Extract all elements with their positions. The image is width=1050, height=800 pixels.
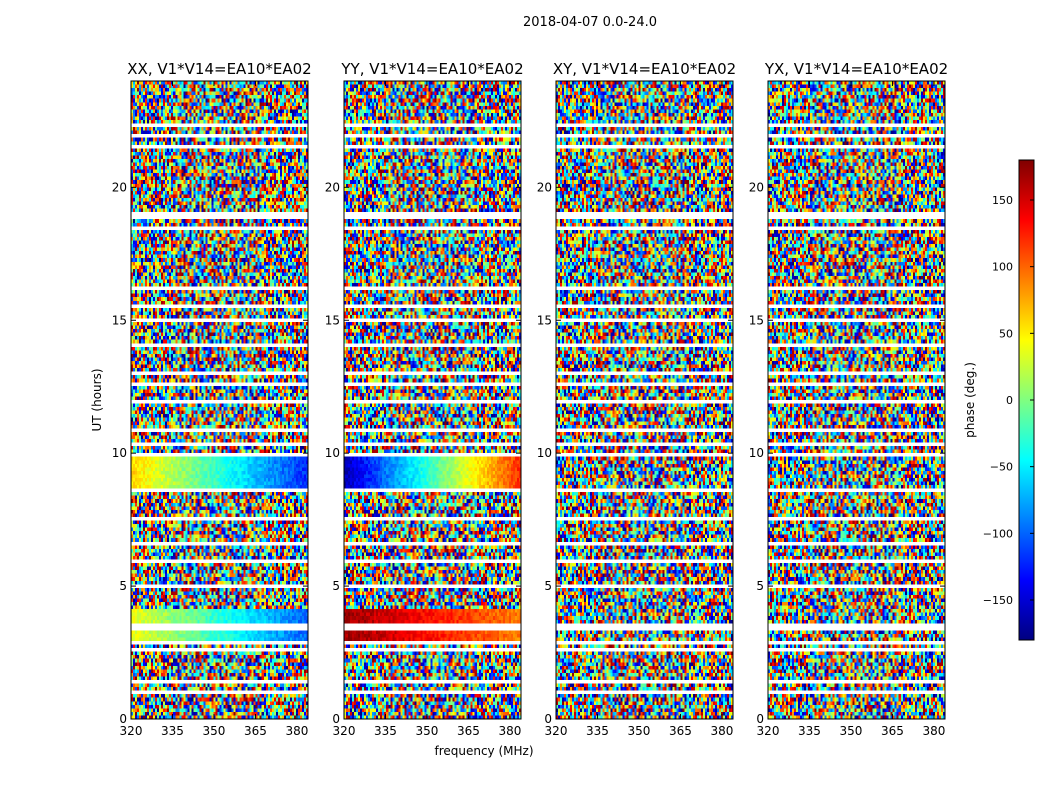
y-tick-label: 15 (325, 313, 340, 327)
axes-frame (555, 80, 734, 720)
x-tick-label: 365 (457, 724, 480, 738)
y-tick-label: 15 (112, 313, 127, 327)
x-tick-label: 380 (710, 724, 733, 738)
colorbar: 150 100 50 0 −50 −100 −150 phase (deg.) (963, 159, 1035, 641)
y-tick-label: 10 (112, 446, 127, 460)
heatmap-image (768, 81, 945, 719)
x-tick-label: 350 (840, 724, 863, 738)
x-tick-label: 350 (416, 724, 439, 738)
y-tick-label: 20 (325, 180, 340, 194)
axes-frame (343, 80, 522, 720)
heatmap-image (131, 81, 308, 719)
x-tick-label: 320 (333, 724, 356, 738)
y-tick-label: 0 (332, 712, 340, 726)
x-tick-label: 320 (545, 724, 568, 738)
x-tick-label: 365 (881, 724, 904, 738)
x-tick-label: 365 (669, 724, 692, 738)
x-tick-label: 320 (757, 724, 780, 738)
panel-title: XY, V1*V14=EA10*EA02 (553, 60, 736, 78)
panel-title: YY, V1*V14=EA10*EA02 (340, 60, 523, 78)
y-tick-label: 5 (756, 579, 764, 593)
x-tick-label: 380 (498, 724, 521, 738)
figure-title: 2018-04-07 0.0-24.0 (523, 15, 657, 30)
y-tick-label: 0 (544, 712, 552, 726)
colorbar-tick-label: 50 (999, 327, 1013, 340)
x-tick-label: 380 (922, 724, 945, 738)
y-tick-label: 0 (756, 712, 764, 726)
colorbar-label: phase (deg.) (963, 362, 977, 438)
y-tick-label: 5 (332, 579, 340, 593)
y-tick-label: 20 (749, 180, 764, 194)
y-tick-label: 5 (544, 579, 552, 593)
panel-2: XY, V1*V14=EA10*EA02 320 335 350 365 380 0 5 10 1… (537, 60, 736, 738)
x-tick-label: 335 (586, 724, 609, 738)
x-tick-label: 380 (285, 724, 308, 738)
panel-title: YX, V1*V14=EA10*EA02 (764, 60, 948, 78)
colorbar-tick-label: 0 (1006, 394, 1013, 407)
x-tick-label: 320 (120, 724, 143, 738)
x-tick-label: 365 (244, 724, 267, 738)
colorbar-tick-label: −50 (990, 461, 1013, 474)
y-tick-label: 10 (537, 446, 552, 460)
axes-frame (767, 80, 946, 720)
y-axis-label: UT (hours) (90, 368, 104, 431)
panels-group: XX, V1*V14=EA10*EA02 320 335 350 365 380 0 5 10 1… (90, 60, 948, 758)
panel-0: XX, V1*V14=EA10*EA02 320 335 350 365 380 0 5 10 1… (90, 60, 312, 738)
y-tick-label: 20 (537, 180, 552, 194)
y-tick-label: 15 (537, 313, 552, 327)
heatmap-image (556, 81, 733, 719)
x-tick-label: 335 (798, 724, 821, 738)
y-tick-label: 0 (119, 712, 127, 726)
y-tick-label: 20 (112, 180, 127, 194)
panel-3: YX, V1*V14=EA10*EA02 320 335 350 365 380 0 5 10 1… (749, 60, 948, 738)
panel-1: YY, V1*V14=EA10*EA02 320 335 350 365 380 0 5 10 1… (325, 60, 534, 758)
x-tick-label: 350 (628, 724, 651, 738)
x-tick-label: 335 (161, 724, 184, 738)
y-tick-label: 15 (749, 313, 764, 327)
panel-title: XX, V1*V14=EA10*EA02 (127, 60, 311, 78)
y-tick-label: 10 (325, 446, 340, 460)
axes-frame (130, 80, 309, 720)
colorbar-tick-label: 150 (992, 194, 1013, 207)
colorbar-tick-label: 100 (992, 261, 1013, 274)
colorbar-tick-label: −100 (983, 527, 1013, 540)
colorbar-tick-label: −150 (983, 594, 1013, 607)
y-tick-label: 10 (749, 446, 764, 460)
x-tick-label: 335 (374, 724, 397, 738)
heatmap-image (344, 81, 521, 719)
y-tick-label: 5 (119, 579, 127, 593)
x-axis-label: frequency (MHz) (434, 744, 533, 758)
x-tick-label: 350 (203, 724, 226, 738)
